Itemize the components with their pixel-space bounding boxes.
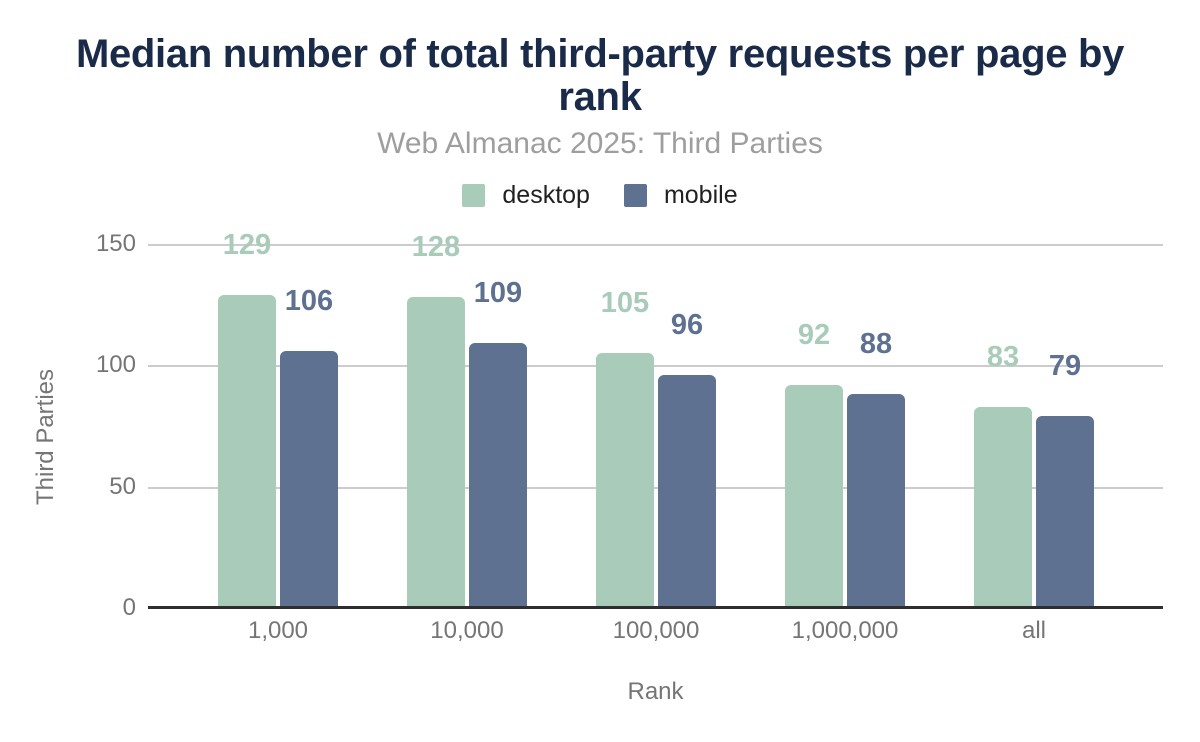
- value-label-desktop-10,000: 128: [411, 231, 461, 263]
- legend-swatch-desktop: [462, 184, 486, 207]
- value-label-desktop-all: 83: [986, 341, 1020, 373]
- gridline-100: [148, 365, 1163, 367]
- bar-desktop-1,000,000: [785, 385, 843, 609]
- x-tick-label-100,000: 100,000: [612, 617, 700, 644]
- value-label-mobile-1,000: 106: [284, 285, 334, 317]
- gridline-50: [148, 487, 1163, 489]
- value-label-desktop-1,000: 129: [222, 229, 272, 261]
- x-tick-label-all: all: [1021, 617, 1046, 644]
- gridline-150: [148, 244, 1163, 246]
- legend: desktop mobile: [0, 181, 1200, 210]
- x-tick-label-1,000,000: 1,000,000: [791, 617, 899, 644]
- value-label-mobile-10,000: 109: [473, 277, 523, 309]
- bar-mobile-100,000: [658, 375, 716, 609]
- legend-label-desktop: desktop: [502, 181, 590, 209]
- x-axis-title: Rank: [627, 678, 684, 705]
- bar-mobile-1,000,000: [847, 394, 905, 609]
- chart-subtitle: Web Almanac 2025: Third Parties: [377, 127, 823, 160]
- x-tick-label-1,000: 1,000: [247, 617, 309, 644]
- y-axis-title: Third Parties: [32, 368, 59, 506]
- bar-desktop-1,000: [218, 295, 276, 609]
- bar-mobile-1,000: [280, 351, 338, 609]
- value-label-mobile-1,000,000: 88: [859, 328, 893, 360]
- legend-swatch-mobile: [623, 184, 647, 207]
- value-label-mobile-all: 79: [1048, 350, 1082, 382]
- chart-title: Median number of total third-party reque…: [75, 32, 1125, 120]
- value-label-mobile-100,000: 96: [670, 309, 704, 341]
- legend-item-mobile: mobile: [623, 181, 738, 210]
- bar-desktop-10,000: [407, 297, 465, 609]
- value-label-desktop-100,000: 105: [600, 287, 650, 319]
- value-label-desktop-1,000,000: 92: [797, 319, 831, 351]
- bar-desktop-all: [974, 407, 1032, 609]
- y-tick-label-0: 0: [122, 594, 136, 621]
- legend-label-mobile: mobile: [663, 181, 738, 209]
- legend-item-desktop: desktop: [462, 181, 590, 210]
- bar-mobile-all: [1036, 416, 1094, 609]
- x-tick-label-10,000: 10,000: [430, 617, 504, 644]
- y-tick-label-50: 50: [109, 473, 136, 500]
- x-axis-line: [148, 606, 1163, 609]
- y-tick-label-150: 150: [95, 230, 136, 257]
- bar-mobile-10,000: [469, 343, 527, 609]
- bar-desktop-100,000: [596, 353, 654, 609]
- y-tick-label-100: 100: [95, 351, 136, 378]
